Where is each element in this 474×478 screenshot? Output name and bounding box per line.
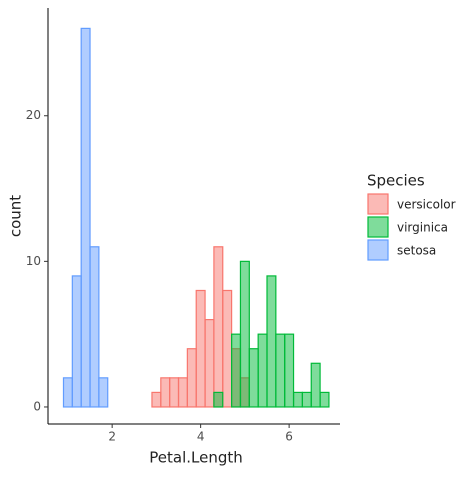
- x-tick-label: 2: [108, 430, 116, 444]
- bar: [248, 348, 259, 408]
- bar: [89, 246, 100, 408]
- legend-label: versicolor: [397, 198, 456, 212]
- bar: [98, 377, 109, 408]
- bar: [151, 391, 162, 408]
- bar: [169, 377, 180, 408]
- legend-key: [367, 193, 389, 215]
- bar: [80, 27, 91, 408]
- bar: [292, 391, 303, 408]
- legend-key: [367, 239, 389, 261]
- bar: [204, 318, 215, 408]
- bar: [301, 391, 312, 408]
- bar: [213, 246, 224, 408]
- y-tick-label: 20: [26, 108, 41, 122]
- bar: [177, 377, 188, 408]
- bar: [266, 275, 277, 408]
- y-tick-label: 0: [33, 399, 41, 413]
- bar: [239, 260, 250, 408]
- y-axis-label: count: [7, 195, 25, 237]
- bar: [310, 362, 321, 408]
- bar: [195, 289, 206, 408]
- bar: [213, 391, 224, 408]
- bar: [319, 391, 330, 408]
- legend-title: Species: [367, 172, 425, 190]
- bar: [231, 333, 242, 408]
- legend-key: [367, 216, 389, 238]
- legend-label: setosa: [397, 244, 436, 258]
- x-axis-label: Petal.Length: [149, 449, 243, 467]
- bar: [257, 333, 268, 408]
- bar: [284, 333, 295, 408]
- bar: [275, 333, 286, 408]
- bar: [62, 377, 73, 408]
- bar: [222, 289, 233, 408]
- x-tick-label: 6: [285, 430, 293, 444]
- legend-label: virginica: [397, 221, 448, 235]
- bar: [160, 377, 171, 408]
- bar: [71, 275, 82, 408]
- y-tick-label: 10: [26, 254, 41, 268]
- x-tick-label: 4: [197, 430, 205, 444]
- bar: [186, 348, 197, 408]
